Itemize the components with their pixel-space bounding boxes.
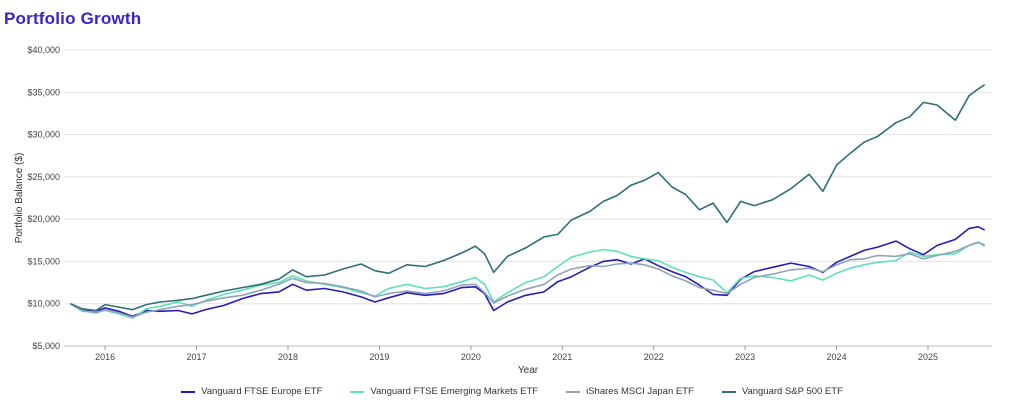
legend-item[interactable]: Vanguard FTSE Emerging Markets ETF xyxy=(350,386,538,397)
x-axis-title: Year xyxy=(518,365,539,376)
series-line-2 xyxy=(69,242,985,319)
series-line-3 xyxy=(70,241,986,318)
legend-swatch xyxy=(566,390,581,393)
x-axis-ticks: 2016 2017 2018 2019 2020 2021 2022 2023 2024 2025 xyxy=(95,346,938,362)
legend-label: Vanguard FTSE Emerging Markets ETF xyxy=(370,386,539,397)
series-line-4 xyxy=(70,84,986,312)
x-tick-label: 2018 xyxy=(278,352,298,362)
page-title: Portfolio Growth xyxy=(4,9,142,28)
y-axis-ticks: $5,000 $10,000 $15,000 $20,000 $25,000 $30,00… xyxy=(27,45,60,351)
y-tick-label: $10,000 xyxy=(27,299,60,309)
legend-swatch xyxy=(721,390,736,393)
legend-label: Vanguard S&P 500 ETF xyxy=(741,386,843,397)
y-tick-label: $35,000 xyxy=(27,87,60,97)
legend-swatch xyxy=(350,390,365,393)
y-tick-label: $20,000 xyxy=(27,214,60,224)
legend-item[interactable]: Vanguard S&P 500 ETF xyxy=(721,386,843,397)
x-tick-label: 2016 xyxy=(95,352,115,362)
legend-item[interactable]: Vanguard FTSE Europe ETF xyxy=(181,386,322,397)
x-tick-label: 2019 xyxy=(369,352,389,362)
x-tick-label: 2017 xyxy=(187,352,207,362)
y-axis-title: Portfolio Balance ($) xyxy=(14,153,25,244)
y-tick-label: $15,000 xyxy=(27,256,60,266)
legend-label: Vanguard FTSE Europe ETF xyxy=(201,386,323,397)
series-line-1 xyxy=(70,226,986,318)
x-tick-label: 2024 xyxy=(827,352,847,362)
x-tick-label: 2021 xyxy=(552,352,572,362)
y-tick-label: $25,000 xyxy=(27,172,60,182)
legend-label: iShares MSCI Japan ETF xyxy=(586,386,694,397)
y-tick-label: $40,000 xyxy=(27,45,60,55)
x-tick-label: 2020 xyxy=(461,352,481,362)
chart-legend: Vanguard FTSE Europe ETF Vanguard FTSE Em… xyxy=(0,386,1024,397)
x-tick-label: 2022 xyxy=(644,352,664,362)
legend-swatch xyxy=(181,390,196,393)
x-tick-label: 2025 xyxy=(918,352,938,362)
y-tick-label: $5,000 xyxy=(32,341,60,351)
chart-series xyxy=(69,84,986,319)
y-tick-label: $30,000 xyxy=(27,130,60,140)
x-tick-label: 2023 xyxy=(735,352,755,362)
legend-item[interactable]: iShares MSCI Japan ETF xyxy=(566,386,694,397)
